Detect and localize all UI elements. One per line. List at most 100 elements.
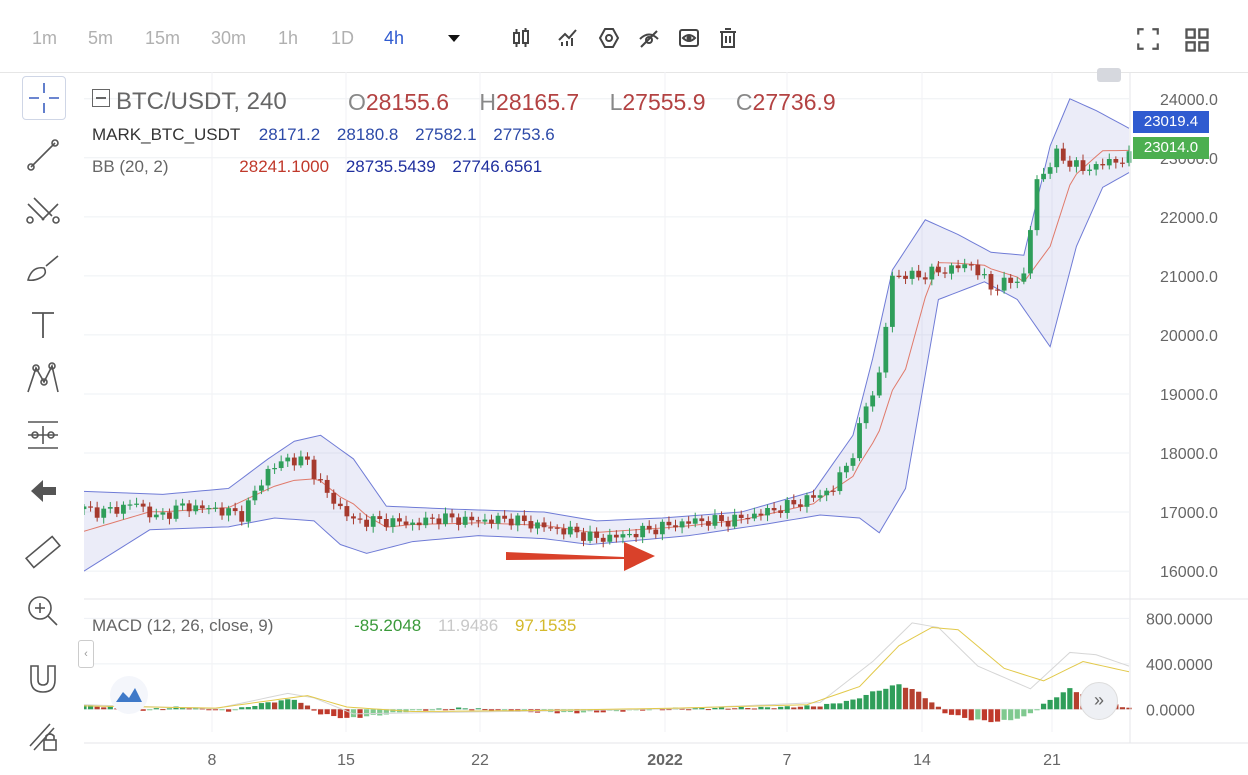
candle-body [594, 531, 600, 538]
candle-body [1014, 281, 1020, 283]
price-chart[interactable]: 24000.023000.022000.021000.020000.019000… [84, 72, 1248, 775]
timeframe-5m[interactable]: 5m [88, 28, 114, 48]
measure-icon[interactable] [22, 414, 64, 456]
macd-histogram-bar [258, 703, 265, 710]
macd-histogram-bar [87, 704, 94, 710]
candle-body [929, 266, 935, 280]
candle-body [311, 459, 317, 480]
lock-pencil-icon[interactable] [22, 714, 64, 756]
price-tick-label: 20000.0 [1160, 328, 1218, 345]
macd-histogram-bar [738, 706, 744, 710]
candle-body [541, 522, 547, 528]
candle-body [337, 503, 343, 507]
timeframe-1d[interactable]: 1D [331, 28, 355, 48]
candle-body [719, 515, 724, 522]
candle-body [955, 265, 961, 269]
scroll-right-button[interactable]: » [1080, 682, 1118, 720]
candle-body [410, 522, 416, 525]
candle-type-icon[interactable] [509, 26, 533, 50]
candle-body [778, 510, 784, 513]
trendline-icon[interactable] [22, 134, 64, 176]
candle-body [587, 531, 593, 541]
brush-icon[interactable] [22, 248, 64, 290]
candle-body [482, 519, 488, 522]
caret-down-icon[interactable] [442, 26, 466, 50]
candle-body [896, 275, 902, 277]
macd-histogram-bar [620, 709, 626, 712]
pattern-icon[interactable] [22, 358, 64, 400]
candle-body [659, 521, 665, 535]
candle-body [936, 266, 941, 273]
macd-histogram-bar [981, 709, 988, 721]
candle-body [686, 521, 692, 524]
candle-body [738, 514, 744, 519]
eye-icon[interactable] [677, 26, 701, 50]
macd-histogram-bar [574, 709, 580, 714]
macd-histogram-bar [679, 708, 685, 710]
candle-body [883, 326, 889, 373]
candle-body [239, 511, 245, 522]
macd-histogram-bar [850, 699, 856, 710]
macd-histogram-bar [344, 709, 350, 718]
macd-signal-line [84, 626, 1130, 713]
macd-histogram-bar [502, 709, 508, 711]
candle-body [850, 458, 856, 466]
macd-histogram-bar [265, 702, 271, 710]
hide-drawings-icon[interactable] [637, 26, 661, 50]
macd-histogram-bar [271, 702, 278, 710]
macd-histogram-bar [640, 709, 646, 711]
collapse-pane-icon[interactable]: ‹ [78, 640, 94, 668]
settings-corner-icon[interactable] [1097, 68, 1121, 82]
x-tick-label: 21 [1043, 752, 1061, 769]
candle-body [272, 468, 277, 470]
macd-histogram-bar [285, 699, 291, 710]
macd-histogram-bar [232, 709, 238, 711]
macd-histogram-bar [784, 706, 790, 710]
macd-histogram-bar [101, 707, 107, 710]
ohlc-legend: O28155.6 H28165.7 L27555.9 C27736.9 [348, 89, 836, 115]
candle-body [837, 472, 843, 492]
price-tick-label: 16000.0 [1160, 564, 1218, 581]
timeframe-30m[interactable]: 30m [211, 28, 247, 48]
macd-histogram-bar [1034, 709, 1040, 711]
timeframe-1h[interactable]: 1h [278, 28, 299, 48]
candle-body [423, 517, 429, 526]
macd-histogram-bar [994, 709, 1001, 722]
magnet-icon[interactable] [22, 658, 64, 700]
macd-legend: MACD (12, 26, close, 9) -85.2048 11.9486… [92, 616, 577, 635]
ruler-icon[interactable] [22, 532, 64, 574]
back-arrow-icon[interactable] [22, 470, 64, 512]
fullscreen-icon[interactable] [1135, 26, 1161, 52]
close-value: 27736.9 [752, 89, 836, 115]
candle-body [692, 518, 698, 524]
x-tick-label: 22 [471, 752, 489, 769]
candle-body [469, 516, 475, 521]
candle-body [627, 533, 632, 536]
bb-label: BB (20, 2) [92, 157, 169, 176]
candle-body [889, 275, 895, 327]
candle-body [673, 525, 678, 528]
macd-histogram-bar [206, 709, 212, 711]
indicators-icon[interactable] [556, 26, 580, 50]
zoom-icon[interactable] [22, 590, 64, 632]
bb-band-fill [84, 98, 1129, 572]
trash-icon[interactable] [716, 26, 740, 50]
timeframe-1m[interactable]: 1m [32, 28, 58, 48]
timeframe-4h[interactable]: 4h [384, 28, 405, 48]
candle-body [653, 529, 659, 535]
candle-body [916, 270, 922, 278]
candle-body [1034, 179, 1040, 231]
fib-icon[interactable] [22, 190, 64, 232]
timeframe-15m[interactable]: 15m [145, 28, 181, 48]
collapse-legend-icon[interactable] [92, 89, 110, 107]
settings-hex-icon[interactable] [597, 26, 621, 50]
candle-body [607, 534, 613, 542]
candle-body [88, 506, 93, 508]
layout-grid-icon[interactable] [1183, 26, 1211, 54]
text-icon[interactable] [22, 304, 64, 346]
drawing-toolbar [0, 72, 84, 775]
macd-histogram-bar [377, 709, 383, 716]
macd-histogram-bar [488, 709, 495, 711]
candle-body [193, 505, 199, 512]
crosshair-icon[interactable] [22, 76, 66, 120]
